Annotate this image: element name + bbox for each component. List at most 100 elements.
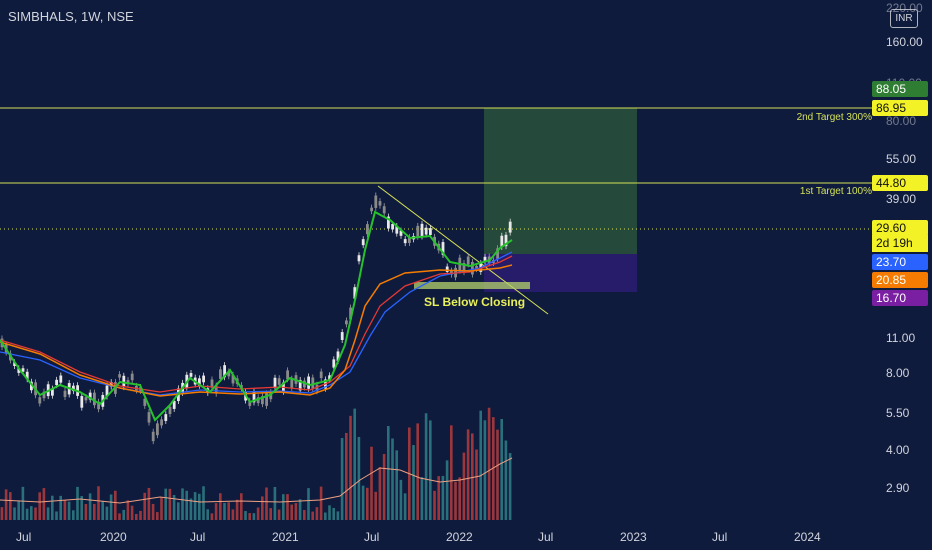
volume-bar: [345, 432, 348, 520]
candle-body: [261, 396, 264, 405]
candle-body: [164, 414, 168, 421]
candle-body: [290, 378, 294, 388]
volume-bar: [282, 494, 285, 520]
volume-bar: [357, 436, 361, 520]
candle-body: [63, 390, 67, 397]
candle-body: [151, 431, 155, 442]
candle-body: [38, 397, 42, 404]
candle-body: [198, 378, 201, 386]
volume-bar: [21, 486, 25, 520]
volume-bar: [433, 490, 436, 520]
candle-body: [55, 379, 58, 386]
volume-bar: [366, 487, 369, 520]
volume-bar: [135, 513, 138, 520]
x-tick: 2022: [446, 530, 473, 544]
volume-bar: [277, 509, 281, 520]
candle-body: [17, 368, 21, 373]
candle-body: [429, 228, 432, 235]
y-tick: 8.00: [886, 366, 910, 380]
volume-bar: [324, 512, 327, 520]
candle-body: [340, 332, 344, 340]
candle-body: [21, 368, 25, 372]
volume-bar: [399, 479, 403, 520]
volume-bar: [307, 488, 310, 520]
volume-bar: [391, 438, 394, 520]
volume-bar: [185, 490, 188, 520]
volume-bar: [311, 511, 314, 520]
volume-bar: [34, 507, 37, 520]
volume-bar: [25, 508, 29, 520]
volume-bar: [231, 509, 235, 520]
candle-body: [315, 384, 319, 392]
volume-bar: [403, 493, 407, 520]
volume-bar: [172, 495, 176, 520]
volume-bar: [80, 496, 83, 520]
volume-bar: [353, 408, 356, 520]
candle-body: [370, 207, 373, 212]
candle-body: [156, 423, 159, 436]
volume-bar: [105, 506, 109, 520]
candle-body: [168, 406, 172, 415]
volume-bar: [252, 513, 256, 520]
x-tick: Jul: [364, 530, 380, 544]
candle-body: [420, 223, 424, 237]
volume-bar: [450, 425, 453, 520]
volume-bar: [30, 506, 33, 520]
candle-body: [332, 359, 336, 368]
candle-body: [42, 391, 46, 399]
y-tick: 5.50: [886, 406, 910, 420]
candle-body: [227, 371, 231, 377]
candle-body: [349, 307, 352, 320]
y-tick: 39.00: [886, 192, 917, 206]
candle-body: [378, 201, 382, 206]
candle-body: [395, 226, 399, 234]
volume-bar: [181, 488, 184, 520]
volume-bar: [223, 502, 226, 520]
volume-bar: [361, 485, 365, 520]
candle-body: [416, 225, 420, 237]
candle-body: [84, 397, 88, 401]
candle-body: [462, 262, 466, 273]
volume-bar: [395, 450, 398, 520]
trendline: [377, 185, 549, 315]
volume-bar: [198, 493, 201, 520]
currency-button[interactable]: INR: [890, 9, 918, 28]
volume-bar: [189, 498, 193, 520]
volume-bar: [88, 493, 92, 520]
candle-body: [345, 320, 348, 325]
candle-body: [353, 287, 357, 299]
volume-bar: [336, 511, 340, 520]
volume-bar: [487, 407, 491, 520]
candle-body: [273, 377, 277, 388]
candle-body: [223, 365, 226, 378]
volume-bar: [328, 505, 331, 520]
candle-body: [475, 265, 478, 270]
volume-bar: [109, 494, 113, 520]
volume-bar: [72, 510, 75, 520]
volume-bar: [210, 513, 214, 520]
target2-label: 2nd Target 300%: [796, 112, 872, 123]
stop-label: SL Below Closing: [424, 295, 526, 309]
symbol-title[interactable]: SIMBHALS, 1W, NSE: [8, 9, 134, 24]
candle-body: [210, 379, 214, 388]
candle-body: [328, 375, 331, 380]
candle-body: [30, 381, 33, 391]
volume-bar: [59, 495, 62, 520]
volume-bar: [114, 490, 117, 520]
candle-body: [88, 392, 92, 400]
price-tag-target1: 44.80: [872, 175, 928, 191]
volume-bar: [177, 502, 180, 520]
volume-bar: [151, 503, 155, 520]
volume-bar: [370, 446, 373, 520]
candle-body: [319, 371, 323, 379]
candle-body: [445, 266, 449, 272]
stop-box: [414, 282, 530, 289]
volume-bar: [63, 500, 67, 520]
volume-bar: [130, 505, 134, 520]
ema-red-line: [0, 255, 513, 393]
volume-bar: [374, 491, 377, 520]
volume-moving-average: [0, 457, 513, 504]
candle-body: [391, 223, 394, 230]
